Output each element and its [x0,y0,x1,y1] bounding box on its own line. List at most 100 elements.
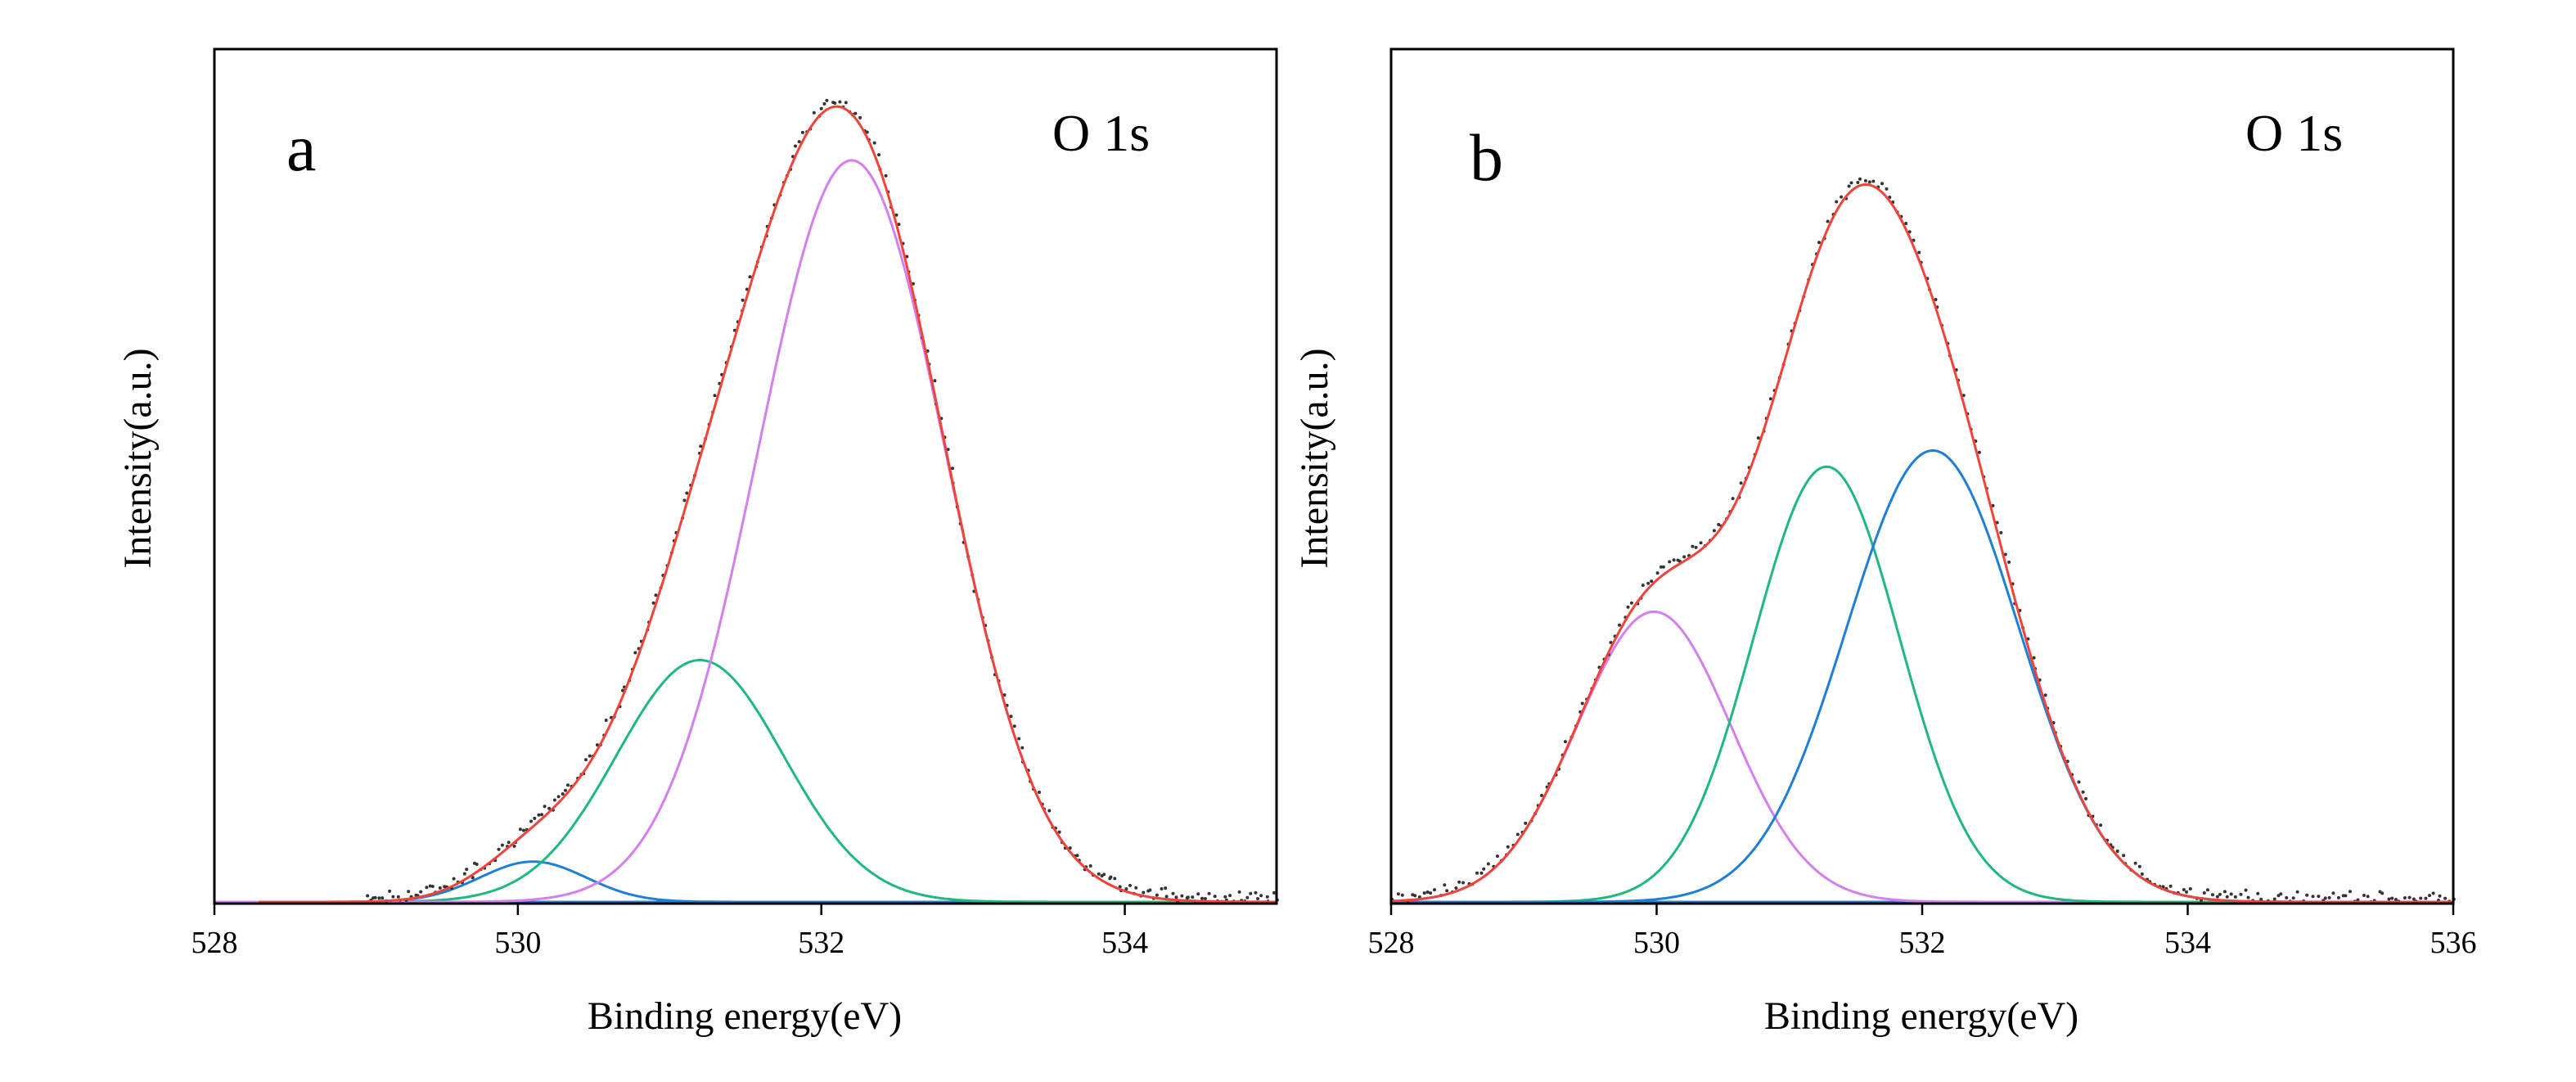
panel-a: 528 530 532 534 a O 1s Binding energy(eV) I… [116,47,1279,1038]
raw-data-point [2043,693,2047,697]
raw-data-point [1237,890,1241,894]
raw-data-point [377,896,381,900]
raw-data-points [1390,177,2456,905]
raw-data-point [1699,541,1703,545]
raw-data-point [1249,891,1253,895]
raw-data-point [1254,890,1258,895]
raw-data-point [2272,897,2277,901]
raw-data-point [521,828,525,832]
panel-b-plot-frame [1389,47,2455,905]
raw-data-point [2218,892,2222,896]
raw-data-point [1457,880,1461,884]
panel-b-x-axis-label: Binding energy(eV) [1764,994,2078,1038]
raw-data-point [1655,571,1660,575]
raw-data-point [1148,888,1152,892]
raw-data-point [471,876,475,880]
panel-a-title: O 1s [1052,104,1150,162]
raw-data-point [2403,896,2407,899]
raw-data-point [2424,896,2428,900]
raw-data-point [833,101,837,105]
raw-data-point [2032,656,2036,660]
raw-data-point [518,827,522,832]
raw-data-point [2215,895,2219,899]
raw-data-point [547,806,552,810]
raw-data-point [1756,436,1760,440]
raw-data-point [1186,895,1190,899]
raw-data-point [1580,701,1584,706]
raw-data-point [2311,895,2315,899]
raw-data-point [877,153,880,157]
x-tick-label: 532 [798,926,844,960]
raw-data-point [1213,895,1217,899]
x-tick-label: 530 [494,926,541,960]
raw-data-point [391,895,395,899]
raw-data-point [1164,886,1168,890]
raw-data-point [1999,530,2003,534]
raw-data-point [794,144,797,148]
raw-data-point [537,813,541,817]
raw-data-point [2336,895,2340,899]
raw-data-point [1429,891,1433,895]
raw-data-point [1650,579,1654,584]
raw-data-point [2256,891,2260,895]
x-tick-label: 528 [191,926,238,960]
raw-data-point [633,651,637,655]
raw-data-point [894,213,898,217]
raw-data-point [1731,497,1735,501]
raw-data-point [2137,864,2141,868]
raw-data-point [1134,886,1138,890]
raw-data-point [1907,230,1912,234]
raw-data-point [819,106,823,110]
raw-data-point [844,101,848,105]
panel-b-title: O 1s [2245,104,2343,162]
raw-data-point [428,884,432,888]
panel-a-y-axis-label: Intensity(a.u.) [116,348,160,568]
raw-data-point [366,894,370,898]
envelope-curve [1389,183,2455,904]
raw-data-point [2331,891,2335,895]
raw-data-point [1712,529,1716,533]
raw-data-point [1515,832,1520,836]
raw-data-point [884,174,888,178]
raw-data-point [564,788,567,792]
component-3-curve [213,159,1278,904]
component-3-curve [1389,449,2455,904]
raw-data-point [1618,623,1621,627]
raw-data-point [396,895,400,899]
raw-data-point [1847,184,1851,188]
raw-data-point [1124,887,1128,891]
raw-data-point [1228,894,1232,898]
raw-data-point [2188,887,2192,890]
raw-data-point [2380,891,2385,895]
raw-data-point [2279,892,2283,896]
raw-data-point [2246,895,2250,899]
raw-data-point [1540,793,1543,797]
raw-data-point [797,140,801,144]
raw-data-point [1717,522,1721,526]
raw-data-point [1256,897,1259,900]
raw-data-point [1245,895,1250,899]
raw-data-point [507,841,511,845]
raw-data-point [2317,895,2321,899]
raw-data-point [1272,890,1276,895]
raw-data-point [425,886,429,890]
raw-data-point [1020,746,1025,750]
raw-data-point [462,872,466,876]
raw-data-point [1443,883,1447,887]
raw-data-point [1422,891,1426,895]
component-1-curve [213,860,1278,904]
raw-data-point [1461,881,1465,885]
raw-data-point [1691,544,1695,548]
raw-data-point [419,890,423,894]
raw-data-point [500,843,504,847]
raw-data-point [2182,888,2186,891]
raw-data-point [1012,724,1016,728]
raw-data-point [1626,605,1630,609]
raw-data-point [2077,780,2081,784]
x-tick-label: 528 [1368,926,1415,960]
raw-data-point [741,298,745,302]
raw-data-point [1180,894,1184,898]
raw-data-point [2407,895,2412,899]
raw-data-point [465,868,469,872]
raw-data-point [1659,565,1663,569]
